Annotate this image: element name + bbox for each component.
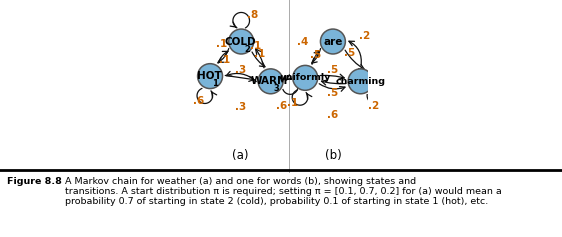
Text: HOT: HOT — [197, 71, 221, 81]
Text: A Markov chain for weather (a) and one for words (b), showing states and
transit: A Markov chain for weather (a) and one f… — [65, 177, 501, 206]
Text: .2: .2 — [368, 101, 379, 111]
Text: .1: .1 — [219, 55, 230, 65]
Text: 3: 3 — [274, 84, 279, 93]
FancyArrowPatch shape — [226, 71, 256, 82]
Text: .1: .1 — [287, 98, 298, 108]
Text: 2: 2 — [244, 45, 250, 54]
Text: .3: .3 — [235, 65, 246, 75]
Text: COLD: COLD — [225, 36, 256, 46]
FancyArrowPatch shape — [218, 51, 228, 63]
FancyArrowPatch shape — [319, 84, 345, 91]
FancyArrowPatch shape — [218, 49, 229, 63]
Text: .6: .6 — [277, 101, 288, 111]
Text: WARM: WARM — [251, 76, 288, 86]
Text: .1: .1 — [254, 50, 265, 59]
Circle shape — [229, 29, 253, 54]
Text: .1: .1 — [216, 39, 227, 49]
Circle shape — [258, 69, 283, 94]
Text: .8: .8 — [247, 10, 258, 20]
Text: (b): (b) — [324, 149, 341, 162]
Circle shape — [293, 65, 318, 90]
FancyArrowPatch shape — [320, 74, 345, 79]
Circle shape — [198, 64, 223, 89]
Text: 1: 1 — [212, 79, 218, 88]
FancyArrowPatch shape — [312, 49, 320, 63]
Text: .5: .5 — [344, 48, 355, 58]
Text: are: are — [323, 36, 343, 46]
FancyArrowPatch shape — [349, 41, 361, 66]
FancyArrowPatch shape — [321, 80, 346, 85]
Text: .6: .6 — [193, 96, 205, 106]
Text: .5: .5 — [327, 87, 338, 98]
Text: .3: .3 — [235, 102, 246, 112]
Circle shape — [348, 69, 373, 94]
Text: .4: .4 — [297, 37, 309, 47]
Text: .5: .5 — [327, 65, 338, 75]
Circle shape — [320, 29, 346, 54]
Text: .5: .5 — [310, 50, 321, 60]
Text: (a): (a) — [232, 149, 248, 162]
FancyArrowPatch shape — [256, 49, 264, 68]
Text: uniformly: uniformly — [279, 73, 331, 82]
FancyArrowPatch shape — [225, 75, 254, 81]
FancyArrowPatch shape — [345, 50, 364, 69]
Text: .6: .6 — [327, 110, 338, 120]
Text: .1: .1 — [250, 41, 261, 51]
FancyArrowPatch shape — [252, 52, 265, 67]
Text: .2: .2 — [359, 31, 370, 41]
FancyArrowPatch shape — [312, 51, 320, 64]
Text: charming: charming — [336, 77, 386, 86]
Text: Figure 8.8: Figure 8.8 — [7, 177, 62, 186]
